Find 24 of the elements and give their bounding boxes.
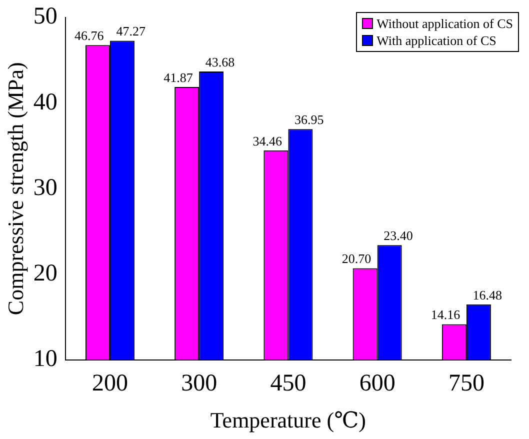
x-tick-label: 600 — [359, 370, 396, 396]
data-label: 23.40 — [384, 228, 413, 244]
x-tick-label: 750 — [448, 370, 484, 396]
y-tick-label: 40 — [33, 89, 58, 116]
data-label: 41.87 — [164, 70, 194, 85]
data-label: 47.27 — [116, 24, 146, 39]
data-label: 14.16 — [430, 307, 461, 322]
data-label: 43.68 — [205, 54, 235, 70]
legend-label: With application of CS — [376, 32, 496, 49]
y-axis-title: Compressive strength (MPa) — [2, 62, 28, 316]
x-tick-label: 450 — [270, 370, 306, 396]
x-tick-label: 200 — [92, 370, 128, 396]
y-tick-label: 10 — [33, 346, 58, 372]
y-tick-label: 30 — [33, 174, 58, 201]
y-tick-label: 50 — [33, 4, 58, 30]
data-label: 34.46 — [252, 133, 282, 148]
x-tick-label: 300 — [181, 370, 218, 396]
y-tick-label: 20 — [33, 260, 58, 286]
data-label: 16.48 — [472, 287, 502, 302]
data-label: 20.70 — [342, 251, 372, 266]
x-axis-title: Temperature (℃) — [210, 408, 366, 433]
data-label: 36.95 — [294, 112, 324, 128]
data-label: 46.76 — [74, 28, 104, 44]
legend-label: Without application of CS — [376, 15, 513, 32]
